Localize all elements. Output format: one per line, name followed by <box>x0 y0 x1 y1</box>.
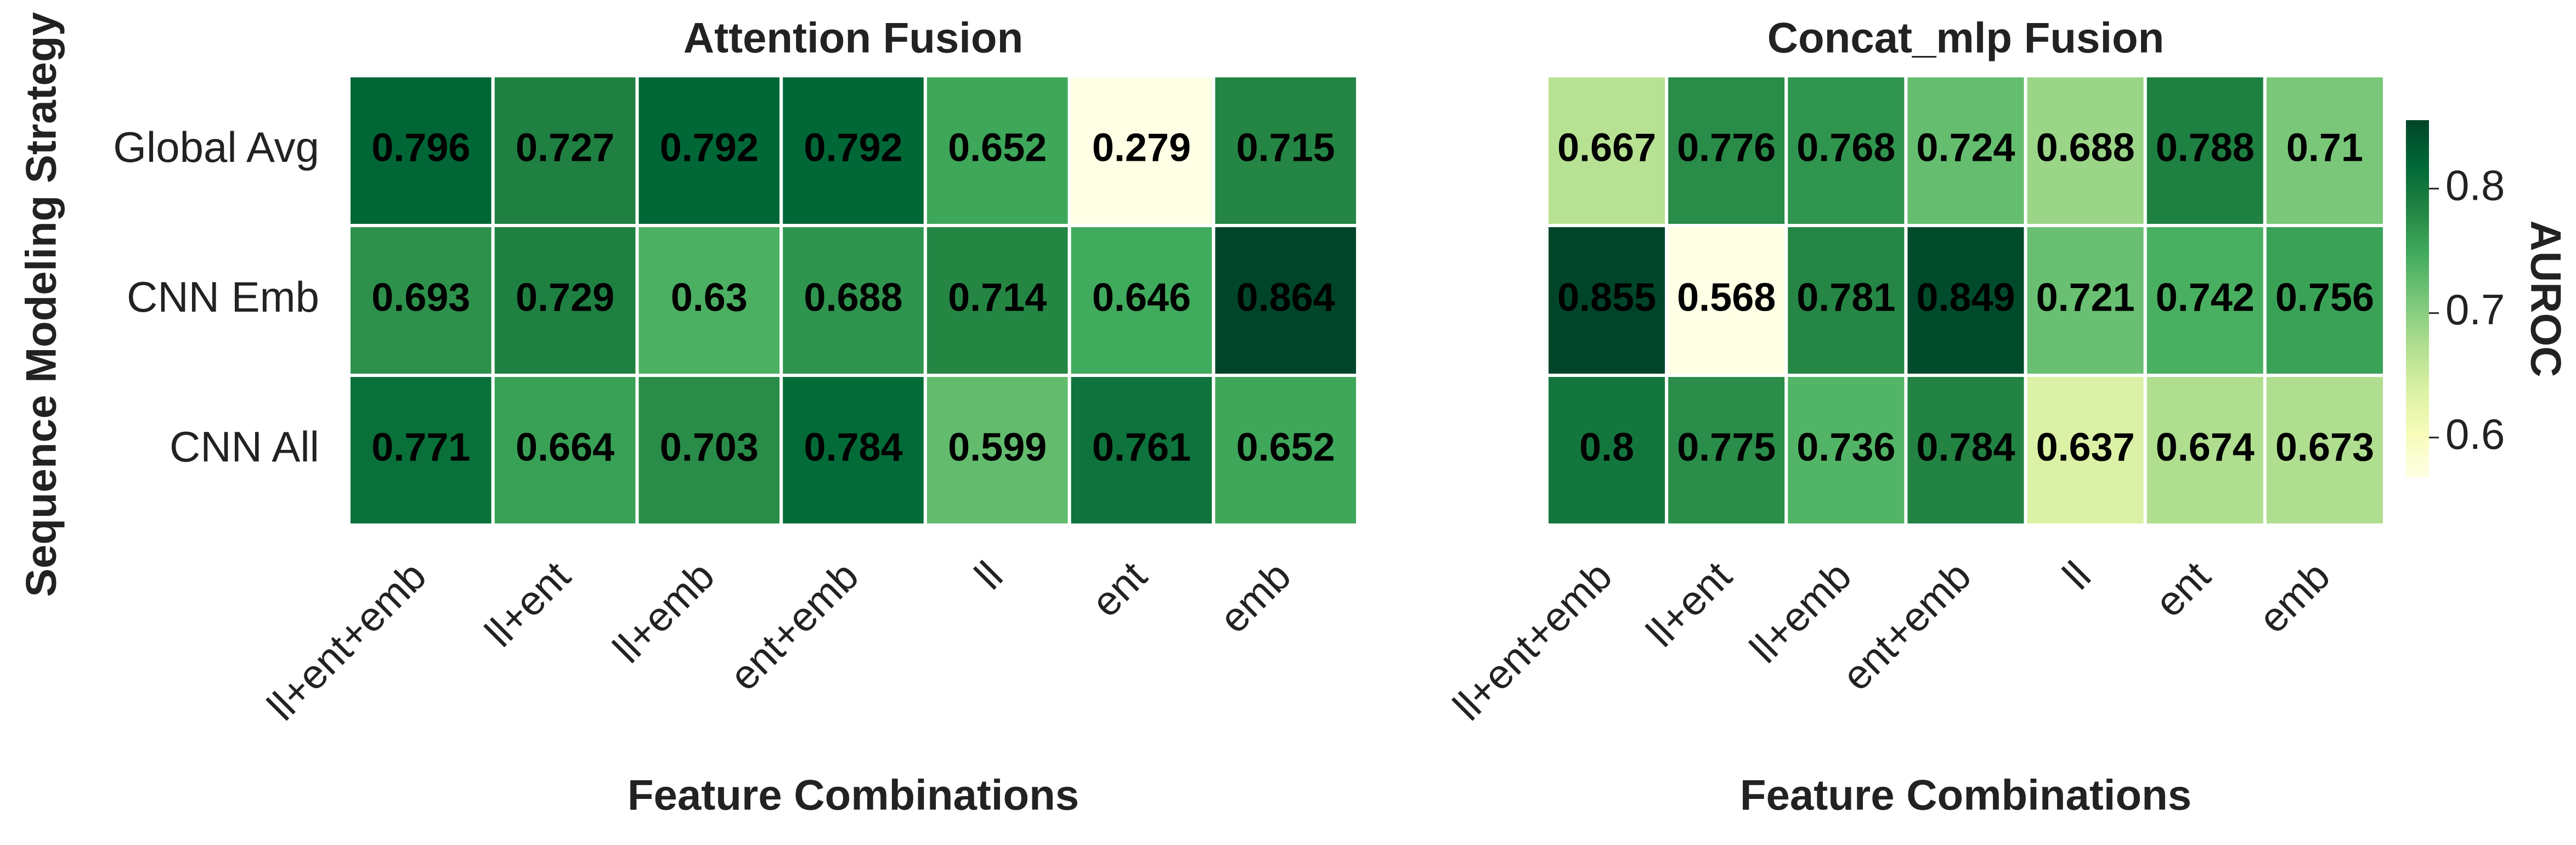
heatmap-cell <box>923 223 1071 377</box>
cell-label: 0.796 <box>371 126 470 170</box>
heatmap-cell <box>2143 74 2267 227</box>
y-tick-label: Global Avg <box>113 123 319 171</box>
x-tick-label: emb <box>2250 553 2339 642</box>
heatmap-cell <box>635 223 783 377</box>
cell-label: 0.664 <box>516 426 614 470</box>
cell-label: 0.674 <box>2156 426 2255 470</box>
chart-title: Attention Fusion <box>683 14 1023 62</box>
cell-label: 0.771 <box>371 426 470 470</box>
cell-label: 0.715 <box>1236 126 1335 170</box>
colorbar-tick-label: 0.8 <box>2445 161 2505 209</box>
heatmap-cell <box>347 223 495 377</box>
cell-label: 0.693 <box>371 276 470 320</box>
cell-label: 0.63 <box>671 276 748 320</box>
x-tick-label: ent+emb <box>1833 553 1980 699</box>
cell-label: 0.855 <box>1557 276 1656 320</box>
cell-label: 0.736 <box>1797 426 1895 470</box>
x-tick-label: ll+ent+emb <box>1444 553 1621 729</box>
cell-label: 0.742 <box>2156 276 2255 320</box>
cell-label: 0.727 <box>516 126 614 170</box>
cell-label: 0.646 <box>1092 276 1191 320</box>
x-tick-label: ll+ent <box>476 553 579 656</box>
heatmap-cell <box>2263 74 2386 227</box>
colorbar-tick-label: 0.6 <box>2445 410 2505 458</box>
y-tick-label: CNN All <box>170 422 319 471</box>
x-tick-label: ent <box>2146 553 2219 626</box>
heatmap-cell <box>2024 373 2147 527</box>
heatmap-cell <box>1212 373 1360 527</box>
cell-label: 0.652 <box>1236 426 1335 470</box>
cell-label: 0.724 <box>1916 126 2015 170</box>
cell-label: 0.729 <box>516 276 614 320</box>
cell-label: 0.721 <box>2036 276 2135 320</box>
x-tick-label: ll <box>2054 553 2099 598</box>
cell-label: 0.667 <box>1557 126 1656 170</box>
heatmap-cell <box>1545 74 1669 227</box>
y-tick-label: CNN Emb <box>127 273 319 321</box>
x-axis-label: Feature Combinations <box>1740 771 2191 819</box>
cell-label: 0.599 <box>948 426 1047 470</box>
heatmap-cell <box>491 74 639 227</box>
x-tick-label: ll <box>966 553 1012 598</box>
heatmap-cell <box>347 74 495 227</box>
heatmap-cell <box>1665 74 1788 227</box>
cell-label: 0.784 <box>804 426 902 470</box>
cell-label: 0.788 <box>2156 126 2255 170</box>
x-tick-label: ll+emb <box>604 553 723 672</box>
x-tick-label: ent <box>1082 553 1155 626</box>
cell-label: 0.784 <box>1916 426 2015 470</box>
cell-label: 0.688 <box>804 276 902 320</box>
colorbar-tick-label: 0.7 <box>2445 285 2505 334</box>
chart-title: Concat_mlp Fusion <box>1767 14 2165 62</box>
cell-label: 0.775 <box>1677 426 1776 470</box>
cell-label: 0.568 <box>1677 276 1776 320</box>
heatmap-cell <box>491 373 639 527</box>
cell-label: 0.849 <box>1916 276 2015 320</box>
cell-label: 0.864 <box>1236 276 1335 320</box>
cell-label: 0.279 <box>1092 126 1191 170</box>
cell-label: 0.8 <box>1579 426 1634 470</box>
heatmap-cell <box>1545 223 1669 377</box>
cell-label: 0.792 <box>804 126 902 170</box>
heatmap-cell <box>1784 223 1908 377</box>
cell-label: 0.781 <box>1797 276 1895 320</box>
cell-label: 0.673 <box>2275 426 2374 470</box>
x-tick-label: emb <box>1210 553 1300 642</box>
x-axis-label: Feature Combinations <box>628 771 1079 819</box>
colorbar <box>2405 120 2429 477</box>
x-tick-label: ll+ent <box>1637 553 1741 656</box>
cell-label: 0.768 <box>1797 126 1895 170</box>
heatmap-cell <box>779 373 927 527</box>
cell-label: 0.703 <box>660 426 759 470</box>
heatmap-cell <box>1545 373 1669 527</box>
heatmap-cell <box>1784 373 1908 527</box>
cell-label: 0.714 <box>948 276 1047 320</box>
cell-label: 0.792 <box>660 126 759 170</box>
heatmap-cell <box>2143 373 2267 527</box>
heatmap-cell <box>923 373 1071 527</box>
colorbar-label: AUROC <box>2522 221 2570 378</box>
y-axis-label: Sequence Modeling Strategy <box>17 12 65 597</box>
cell-label: 0.776 <box>1677 126 1776 170</box>
heatmap-cell <box>1067 74 1216 227</box>
cell-label: 0.71 <box>2286 126 2363 170</box>
cell-label: 0.761 <box>1092 426 1191 470</box>
x-tick-label: ent+emb <box>721 553 867 699</box>
heatmap-cell <box>2263 373 2386 527</box>
heatmap-cell <box>635 373 783 527</box>
heatmap-cell <box>1212 223 1360 377</box>
cell-label: 0.637 <box>2036 426 2135 470</box>
cell-label: 0.756 <box>2275 276 2374 320</box>
heatmap-cell <box>1665 373 1788 527</box>
x-tick-label: ll+emb <box>1741 553 1860 672</box>
x-tick-label: ll+ent+emb <box>258 553 435 729</box>
heatmap-cell <box>1067 373 1216 527</box>
cell-label: 0.688 <box>2036 126 2135 170</box>
cell-label: 0.652 <box>948 126 1047 170</box>
